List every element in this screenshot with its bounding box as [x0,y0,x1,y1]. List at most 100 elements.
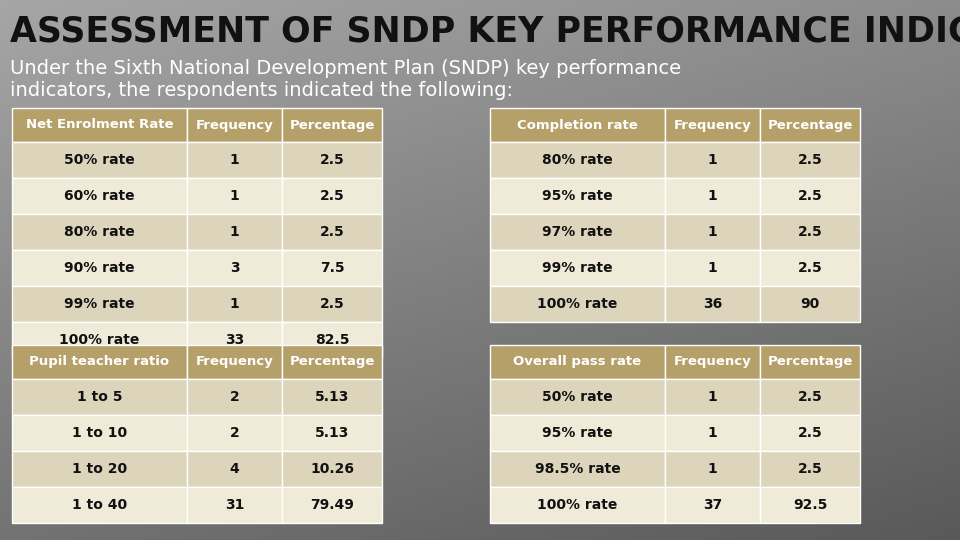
Text: 2.5: 2.5 [798,261,823,275]
Text: 1: 1 [229,189,239,203]
Text: 2: 2 [229,426,239,440]
Text: 100% rate: 100% rate [60,333,140,347]
Bar [490,451,665,487]
Text: 1: 1 [708,153,717,167]
Text: 2.5: 2.5 [798,225,823,239]
Bar [665,345,760,379]
Text: 2.5: 2.5 [320,189,345,203]
Text: Frequency: Frequency [196,355,274,368]
Text: Frequency: Frequency [674,355,752,368]
Text: 1: 1 [708,261,717,275]
Bar [760,379,860,415]
Text: Percentage: Percentage [767,355,852,368]
Text: 1: 1 [229,225,239,239]
Text: Overall pass rate: Overall pass rate [514,355,641,368]
Text: Net Enrolment Rate: Net Enrolment Rate [26,118,173,132]
Bar [760,108,860,142]
Bar [187,415,282,451]
Text: 2.5: 2.5 [798,462,823,476]
Text: 10.26: 10.26 [310,462,354,476]
Text: Frequency: Frequency [196,118,274,132]
Bar [665,108,760,142]
Bar [12,214,187,250]
Bar [760,451,860,487]
Bar [760,178,860,214]
Text: 50% rate: 50% rate [64,153,134,167]
Text: 1: 1 [708,390,717,404]
Text: 79.49: 79.49 [310,498,354,512]
Bar [665,487,760,523]
Bar [490,142,665,178]
Text: 37: 37 [703,498,722,512]
Bar [282,322,382,358]
Bar [490,214,665,250]
Bar [187,286,282,322]
Bar [12,379,187,415]
Text: 2.5: 2.5 [320,225,345,239]
Bar [282,286,382,322]
Text: 80% rate: 80% rate [542,153,612,167]
Bar [665,142,760,178]
Text: 2.5: 2.5 [320,297,345,311]
Text: 2.5: 2.5 [320,153,345,167]
Text: 2.5: 2.5 [798,189,823,203]
Bar [665,214,760,250]
Text: 100% rate: 100% rate [538,297,617,311]
Bar [282,415,382,451]
Bar [187,451,282,487]
Bar [490,379,665,415]
Bar [12,322,187,358]
Text: 1: 1 [708,426,717,440]
Text: 33: 33 [225,333,244,347]
Bar [187,487,282,523]
Bar [490,250,665,286]
Text: indicators, the respondents indicated the following:: indicators, the respondents indicated th… [10,80,513,99]
Text: Completion rate: Completion rate [517,118,637,132]
Bar [665,178,760,214]
Bar [760,250,860,286]
Bar [12,286,187,322]
Text: Percentage: Percentage [767,118,852,132]
Text: Frequency: Frequency [674,118,752,132]
Text: ASSESSMENT OF SNDP KEY PERFORMANCE INDICATORS: ASSESSMENT OF SNDP KEY PERFORMANCE INDIC… [10,15,960,49]
Bar [490,178,665,214]
Bar [490,415,665,451]
Bar [187,345,282,379]
Bar [282,142,382,178]
Text: 1: 1 [229,153,239,167]
Text: 92.5: 92.5 [793,498,828,512]
Bar [12,250,187,286]
Bar [282,108,382,142]
Bar [12,451,187,487]
Bar [760,415,860,451]
Text: 36: 36 [703,297,722,311]
Bar [490,345,665,379]
Bar [12,415,187,451]
Text: 60% rate: 60% rate [64,189,134,203]
Text: 4: 4 [229,462,239,476]
Text: 99% rate: 99% rate [64,297,134,311]
Bar [282,250,382,286]
Text: 2.5: 2.5 [798,153,823,167]
Text: 1 to 20: 1 to 20 [72,462,127,476]
Text: 100% rate: 100% rate [538,498,617,512]
Text: 1: 1 [708,462,717,476]
Bar [187,108,282,142]
Text: 7.5: 7.5 [320,261,345,275]
Text: 2.5: 2.5 [798,426,823,440]
Text: Under the Sixth National Development Plan (SNDP) key performance: Under the Sixth National Development Pla… [10,58,682,78]
Bar [282,214,382,250]
Text: 90: 90 [801,297,820,311]
Bar [187,250,282,286]
Text: Pupil teacher ratio: Pupil teacher ratio [30,355,170,368]
Text: 1 to 5: 1 to 5 [77,390,122,404]
Text: 99% rate: 99% rate [542,261,612,275]
Bar [187,322,282,358]
Bar [282,379,382,415]
Bar [760,286,860,322]
Bar [665,250,760,286]
Text: 1: 1 [229,297,239,311]
Text: Percentage: Percentage [289,355,374,368]
Text: 1 to 10: 1 to 10 [72,426,127,440]
Text: 2: 2 [229,390,239,404]
